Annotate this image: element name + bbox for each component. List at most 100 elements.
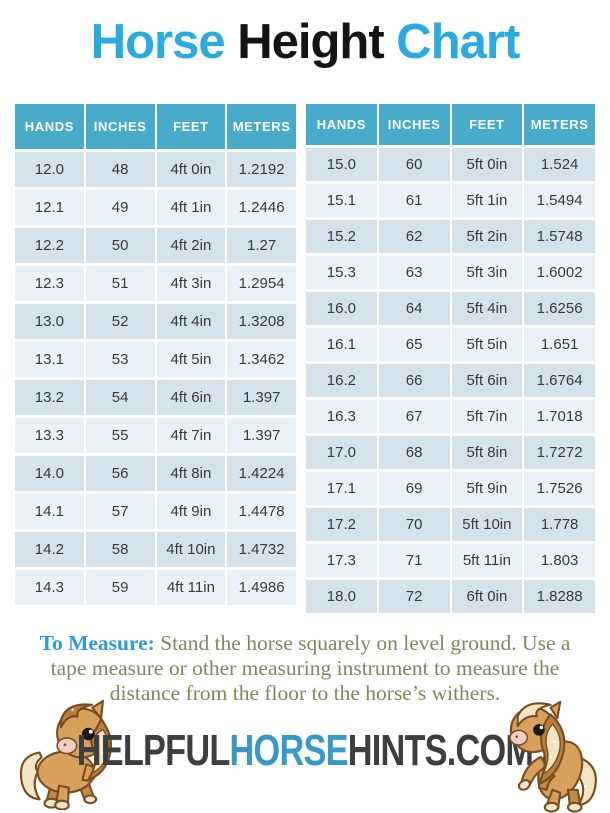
table-row: 16.0 64 5ft 4in 1.6256 [306, 292, 595, 325]
table-cell: 16.2 [306, 364, 377, 397]
table-cell: 17.2 [306, 508, 377, 541]
table-cell: 5ft 4in [451, 292, 523, 325]
table-cell: 4ft 4in [156, 304, 226, 339]
table-cell: 6ft 0in [451, 580, 523, 613]
table-cell: 1.5494 [524, 184, 595, 217]
title-part-chart: Chart [383, 15, 520, 69]
table-cell: 63 [378, 256, 450, 289]
table-row: 15.2 62 5ft 2in 1.5748 [306, 220, 595, 253]
table-row: 13.2 54 4ft 6in 1.397 [15, 380, 296, 415]
table-cell: 1.4986 [227, 570, 296, 605]
table-cell: 71 [378, 544, 450, 577]
table-cell: 1.6256 [524, 292, 595, 325]
table-cell: 1.651 [524, 328, 595, 361]
table-cell: 4ft 7in [156, 418, 226, 453]
table-cell: 1.7272 [524, 436, 595, 469]
table-cell: 60 [378, 148, 450, 181]
table-cell: 48 [85, 152, 155, 187]
table-row: 17.0 68 5ft 8in 1.7272 [306, 436, 595, 469]
table-cell: 4ft 3in [156, 266, 226, 301]
table-cell: 50 [85, 228, 155, 263]
table-row: 12.2 50 4ft 2in 1.27 [15, 228, 296, 263]
table-row: 14.2 58 4ft 10in 1.4732 [15, 532, 296, 567]
table-cell: 5ft 8in [451, 436, 523, 469]
table-row: 16.3 67 5ft 7in 1.7018 [306, 400, 595, 433]
table-row: 17.2 70 5ft 10in 1.778 [306, 508, 595, 541]
brand-part-horse: HORSE [229, 726, 349, 775]
conversion-table-left: HANDS INCHES FEET METERS 12.0 48 4ft 0in 1.219… [13, 101, 298, 608]
table-row: 12.1 49 4ft 1in 1.2446 [15, 190, 296, 225]
pony-standing-icon [19, 699, 112, 810]
table-cell: 1.2954 [227, 266, 296, 301]
table-cell: 4ft 9in [156, 494, 226, 529]
table-cell: 52 [85, 304, 155, 339]
table-cell: 1.6002 [524, 256, 595, 289]
table-row: 15.3 63 5ft 3in 1.6002 [306, 256, 595, 289]
table-cell: 70 [378, 508, 450, 541]
table-cell: 15.2 [306, 220, 377, 253]
table-cell: 1.2192 [227, 152, 296, 187]
table-cell: 1.3462 [227, 342, 296, 377]
table-cell: 15.0 [306, 148, 377, 181]
column-header: HANDS [306, 104, 377, 145]
measure-note-label: To Measure: [39, 631, 155, 655]
column-header: HANDS [15, 104, 84, 149]
table-cell: 64 [378, 292, 450, 325]
pony-rearing-icon [509, 700, 597, 813]
table-cell: 59 [85, 570, 155, 605]
table-row: 13.0 52 4ft 4in 1.3208 [15, 304, 296, 339]
table-cell: 13.0 [15, 304, 84, 339]
table-cell: 13.1 [15, 342, 84, 377]
table-cell: 1.3208 [227, 304, 296, 339]
table-cell: 4ft 6in [156, 380, 226, 415]
column-header: FEET [156, 104, 226, 149]
table-cell: 1.6764 [524, 364, 595, 397]
table-row: 18.0 72 6ft 0in 1.8288 [306, 580, 595, 613]
table-cell: 17.3 [306, 544, 377, 577]
table-cell: 16.3 [306, 400, 377, 433]
table-cell: 13.3 [15, 418, 84, 453]
table-cell: 4ft 1in [156, 190, 226, 225]
table-cell: 53 [85, 342, 155, 377]
table-cell: 4ft 10in [156, 532, 226, 567]
column-header: INCHES [378, 104, 450, 145]
table-row: 15.0 60 5ft 0in 1.524 [306, 148, 595, 181]
table-cell: 51 [85, 266, 155, 301]
table-row: 17.3 71 5ft 11in 1.803 [306, 544, 595, 577]
table-cell: 55 [85, 418, 155, 453]
table-cell: 5ft 2in [451, 220, 523, 253]
table-cell: 16.0 [306, 292, 377, 325]
column-header: INCHES [85, 104, 155, 149]
brand-part-hints: HINTS.COM [347, 726, 534, 775]
table-cell: 13.2 [15, 380, 84, 415]
table-row: 14.3 59 4ft 11in 1.4986 [15, 570, 296, 605]
table-cell: 5ft 3in [451, 256, 523, 289]
table-cell: 1.397 [227, 380, 296, 415]
table-cell: 1.7018 [524, 400, 595, 433]
table-cell: 5ft 10in [451, 508, 523, 541]
table-cell: 5ft 5in [451, 328, 523, 361]
column-header: METERS [524, 104, 595, 145]
table-cell: 1.524 [524, 148, 595, 181]
table-cell: 1.2446 [227, 190, 296, 225]
table-cell: 49 [85, 190, 155, 225]
table-cell: 1.4224 [227, 456, 296, 491]
table-cell: 14.3 [15, 570, 84, 605]
table-row: 13.3 55 4ft 7in 1.397 [15, 418, 296, 453]
title-part-horse: Horse [90, 15, 238, 69]
table-cell: 17.0 [306, 436, 377, 469]
measure-note-text: Stand the horse squarely on level ground… [50, 631, 571, 705]
table-cell: 57 [85, 494, 155, 529]
table-row: 16.1 65 5ft 5in 1.651 [306, 328, 595, 361]
table-row: 13.1 53 4ft 5in 1.3462 [15, 342, 296, 377]
table-cell: 67 [378, 400, 450, 433]
table-cell: 4ft 0in [156, 152, 226, 187]
column-header: FEET [451, 104, 523, 145]
table-cell: 15.1 [306, 184, 377, 217]
table-cell: 1.397 [227, 418, 296, 453]
table-cell: 61 [378, 184, 450, 217]
table-row: 12.3 51 4ft 3in 1.2954 [15, 266, 296, 301]
table-row: 14.0 56 4ft 8in 1.4224 [15, 456, 296, 491]
brand-wordmark: HELPFULHORSEHINTS.COM [67, 726, 543, 776]
